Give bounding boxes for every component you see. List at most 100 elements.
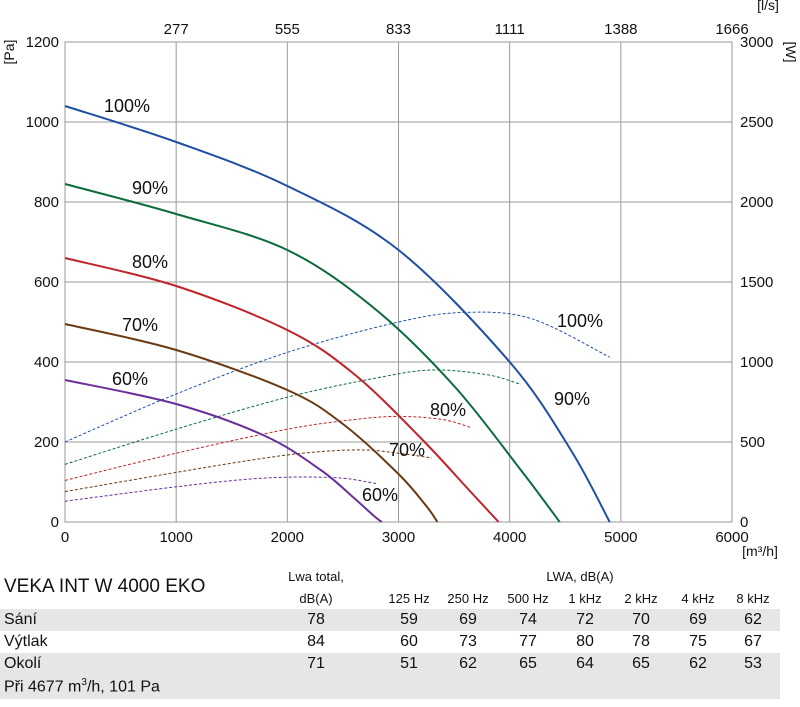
y-right-tick-label: 0	[740, 514, 748, 531]
cell: 77	[498, 631, 558, 653]
x2-tick-label: 1111	[495, 21, 525, 38]
cell: 67	[726, 631, 781, 653]
table-row: Okolí 71 51 62 65 64 65 62 53	[0, 653, 781, 675]
power-curve-label: 80%	[430, 400, 466, 420]
cell: 51	[380, 653, 438, 675]
x-tick-label: 5000	[604, 529, 637, 546]
row-total: 71	[252, 653, 380, 675]
power-curve-label: 70%	[389, 440, 425, 460]
lwa-total-header: Lwa total,	[252, 565, 380, 587]
cell: 59	[380, 609, 438, 631]
cell: 65	[612, 653, 670, 675]
lwa-header: LWA, dB(A)	[380, 565, 781, 587]
table-row: Výtlak 84 60 73 77 80 78 75 67	[0, 631, 781, 653]
band-header: 250 Hz	[438, 587, 498, 609]
x-tick-label: 3000	[382, 529, 415, 546]
chart-svg: 0 1000 2000 3000 4000 5000 6000020040060080010…	[1, 0, 799, 559]
x-unit-label: [m³/h]	[742, 543, 778, 559]
row-total: 78	[252, 609, 380, 631]
cell: 80	[558, 631, 612, 653]
power-curve-80	[64, 415, 471, 481]
y-left-tick-label: 400	[34, 354, 59, 371]
pressure-curve-label: 60%	[112, 369, 148, 389]
x2-tick-label: 1666	[715, 21, 748, 38]
x2-tick-label: 1388	[604, 21, 637, 38]
table-note-row: Při 4677 m3/h, 101 Pa	[0, 675, 781, 699]
row-label: Okolí	[0, 653, 252, 675]
y-right-tick-label: 500	[740, 434, 765, 451]
x-tick-label: 4000	[493, 529, 526, 546]
y-left-tick-label: 200	[34, 434, 59, 451]
lwa-total-unit: dB(A)	[252, 587, 380, 609]
cell: 74	[498, 609, 558, 631]
y-left-tick-label: 800	[34, 194, 59, 211]
pressure-curve-70	[64, 323, 439, 523]
pressure-curve-80	[64, 257, 500, 523]
pressure-curve-label: 80%	[132, 252, 168, 272]
noise-spec-table: VEKA INT W 4000 EKO Lwa total, LWA, dB(A…	[0, 565, 781, 699]
power-curve-label: 100%	[557, 311, 603, 331]
y-right-unit-label: [W]	[783, 42, 799, 63]
power-curve-label: 60%	[362, 485, 398, 505]
y-right-tick-label: 1500	[740, 274, 773, 291]
table-title: VEKA INT W 4000 EKO	[0, 565, 252, 609]
x-tick-label: 1000	[159, 529, 192, 546]
grid-lines	[65, 42, 732, 522]
cell: 64	[558, 653, 612, 675]
row-label: Sání	[0, 609, 252, 631]
power-curves	[64, 311, 610, 502]
x2-tick-label: 555	[275, 21, 300, 38]
band-header: 4 kHz	[670, 587, 726, 609]
y-left-tick-label: 0	[51, 514, 59, 531]
y-right-tick-label: 2500	[740, 114, 773, 131]
y-left-unit-label: [Pa]	[1, 40, 17, 65]
pressure-curve-60	[64, 379, 383, 523]
row-label: Výtlak	[0, 631, 252, 653]
y-right-tick-label: 2000	[740, 194, 773, 211]
cell: 70	[612, 609, 670, 631]
pressure-curve-label: 90%	[132, 178, 168, 198]
fan-performance-chart: 0 1000 2000 3000 4000 5000 6000 0 200 400 600 800 10…	[1, 0, 799, 559]
curve-labels: 100%90%80%70%60%100%90%80%70%60%	[104, 96, 603, 505]
y-left-tick-label: 1000	[26, 114, 59, 131]
band-header: 2 kHz	[612, 587, 670, 609]
power-curve-label: 90%	[554, 389, 590, 409]
operating-point-note: Při 4677 m3/h, 101 Pa	[0, 675, 781, 699]
cell: 75	[670, 631, 726, 653]
cell: 78	[612, 631, 670, 653]
cell: 69	[670, 609, 726, 631]
x-tick-label: 0	[61, 529, 69, 546]
band-header: 8 kHz	[726, 587, 781, 609]
y-right-tick-label: 1000	[740, 354, 773, 371]
x2-tick-label: 277	[164, 21, 189, 38]
cell: 69	[438, 609, 498, 631]
power-curve-100	[64, 311, 610, 443]
y-left-tick-label: 600	[34, 274, 59, 291]
cell: 73	[438, 631, 498, 653]
cell: 62	[670, 653, 726, 675]
band-header: 125 Hz	[380, 587, 438, 609]
power-curve-70	[64, 449, 432, 493]
x-tick-label: 2000	[271, 529, 304, 546]
y-left-tick-label: 1200	[26, 34, 59, 51]
pressure-curve-90	[64, 183, 561, 523]
x2-unit-label: [l/s]	[757, 0, 779, 13]
row-total: 84	[252, 631, 380, 653]
band-header: 500 Hz	[498, 587, 558, 609]
y-right-tick-label: 3000	[740, 34, 773, 51]
x2-tick-label: 833	[386, 21, 411, 38]
pressure-curve-label: 70%	[122, 315, 158, 335]
band-header: 1 kHz	[558, 587, 612, 609]
cell: 65	[498, 653, 558, 675]
axis-labels: 0 1000 2000 3000 4000 5000 6000020040060080010…	[1, 0, 799, 559]
cell: 72	[558, 609, 612, 631]
cell: 60	[380, 631, 438, 653]
pressure-curve-label: 100%	[104, 96, 150, 116]
x-tick-label: 6000	[715, 529, 748, 546]
cell: 62	[438, 653, 498, 675]
table-row: Sání 78 59 69 74 72 70 69 62	[0, 609, 781, 631]
pressure-curve-100	[64, 105, 611, 523]
pressure-curves	[64, 105, 611, 523]
cell: 53	[726, 653, 781, 675]
cell: 62	[726, 609, 781, 631]
